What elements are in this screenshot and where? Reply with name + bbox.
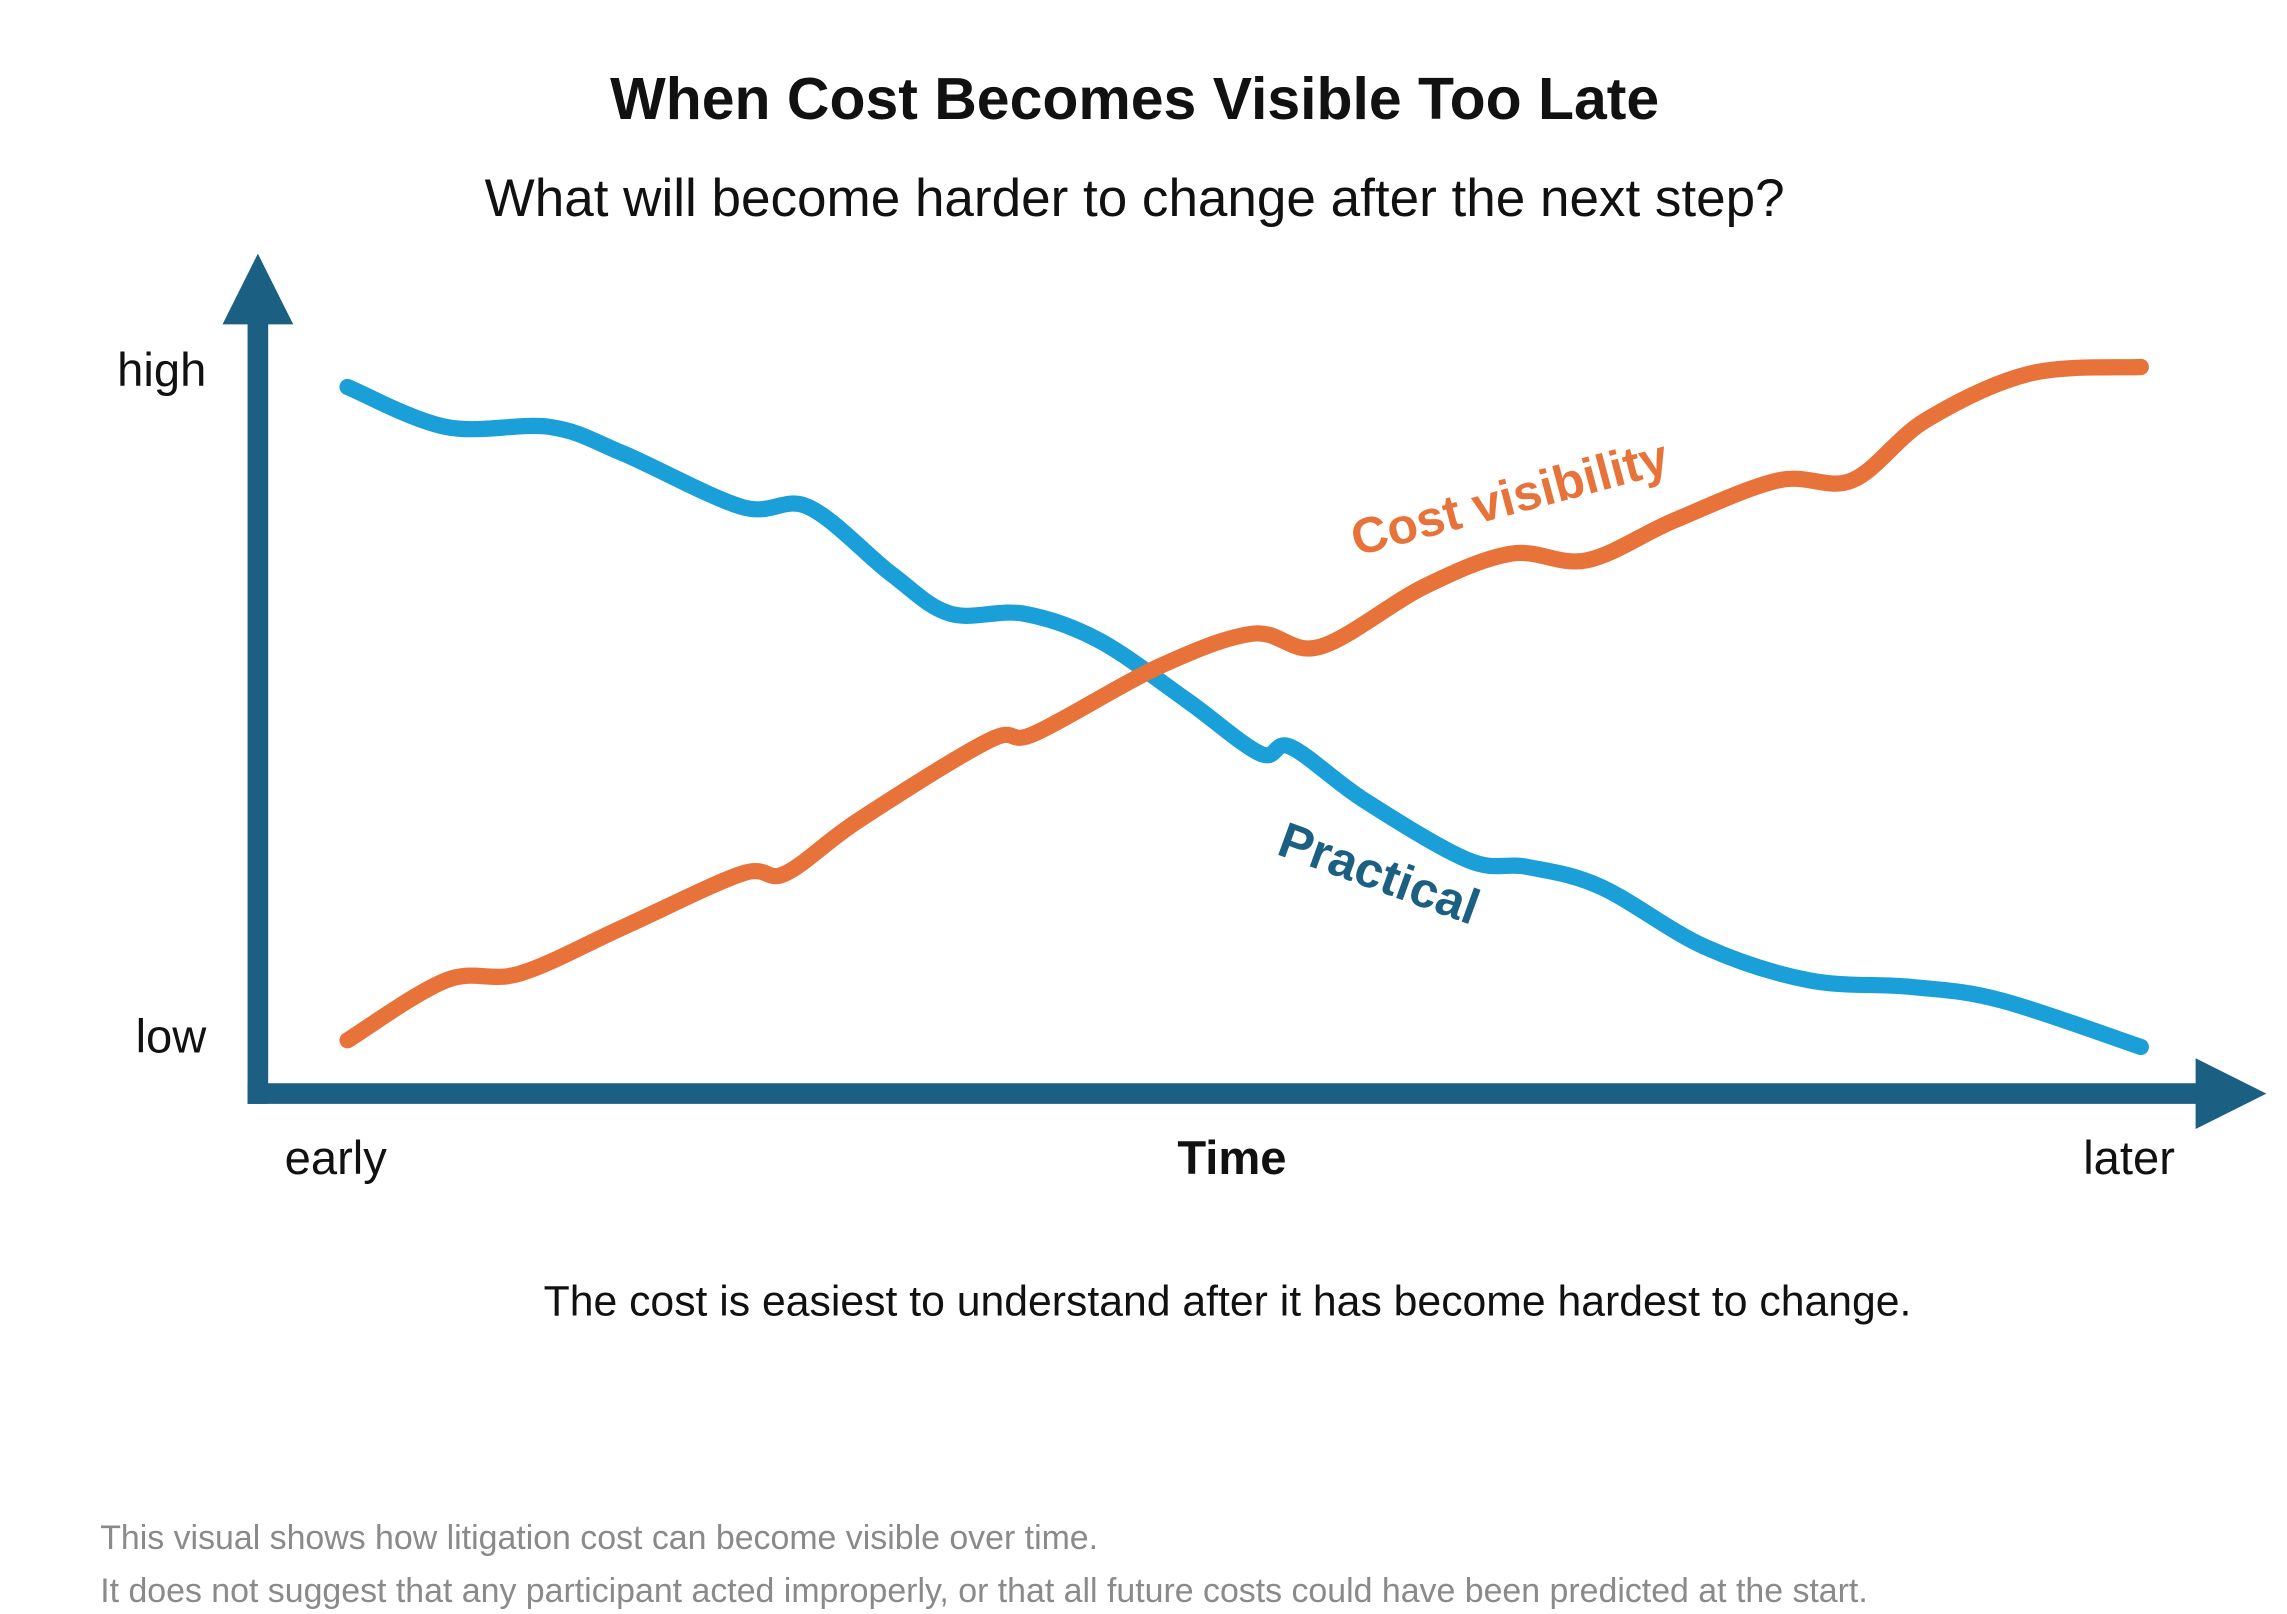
series-label: Practical <box>1271 811 1486 935</box>
y-tick-label: high <box>117 343 206 396</box>
chart-subtitle: What will become harder to change after … <box>485 169 1785 228</box>
chart-title: When Cost Becomes Visible Too Late <box>610 67 1659 132</box>
x-axis-title: Time <box>1177 1131 1286 1184</box>
line <box>339 378 2149 1056</box>
y-axis-arrow <box>222 253 294 325</box>
footnote: It does not suggest that any participant… <box>100 1572 1868 1610</box>
x-tick-label: early <box>285 1131 388 1184</box>
caption: The cost is easiest to understand after … <box>544 1278 1912 1326</box>
x-axis-arrow <box>2195 1058 2267 1129</box>
x-tick-label: later <box>2083 1131 2175 1184</box>
y-tick-label: low <box>136 1010 208 1063</box>
line <box>339 358 2149 1049</box>
footnote: This visual shows how litigation cost ca… <box>100 1519 1098 1557</box>
